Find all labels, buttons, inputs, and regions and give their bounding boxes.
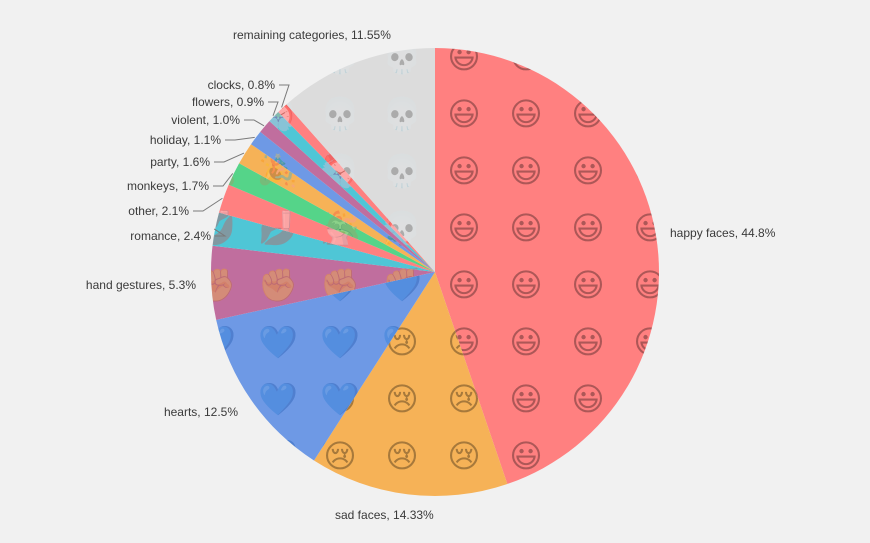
pie-slice-holiday (251, 131, 435, 272)
leader-lines-layer (193, 84, 290, 237)
slice-label-monkeys: monkeys, 1.7% (127, 179, 209, 193)
pie-slice-hearts (216, 272, 435, 461)
slice-label-clocks: clocks, 0.8% (208, 78, 276, 92)
slice-label-other: other, 2.1% (128, 204, 189, 218)
slice-label-hand-gestures: hand gestures, 5.3% (86, 278, 196, 292)
pie-slice-happy-faces (435, 48, 660, 484)
slice-label-remaining-categories: remaining categories, 11.55% (233, 28, 391, 42)
slices-layer (211, 48, 660, 497)
leader-line-violent (244, 119, 265, 127)
pie-slice-clocks (278, 104, 435, 272)
leader-line-party (214, 152, 245, 163)
pie-slice-other (219, 184, 435, 272)
slice-label-hearts: hearts, 12.5% (164, 405, 238, 419)
pie-slice-romance (212, 212, 435, 272)
leader-line-monkeys (213, 173, 234, 187)
pie-slice-remaining-categories (286, 48, 435, 272)
pie-slice-violent (260, 121, 435, 272)
leader-line-other (193, 197, 223, 212)
slice-label-flowers: flowers, 0.9% (192, 95, 264, 109)
leader-line-holiday (225, 136, 255, 141)
slice-label-happy-faces: happy faces, 44.8% (670, 226, 776, 240)
pie-slice-party (239, 144, 435, 272)
slice-label-holiday: holiday, 1.1% (150, 133, 221, 147)
pie-slice-sad-faces (313, 272, 508, 497)
pie-slice-monkeys (228, 163, 435, 272)
labels-layer: happy faces, 44.8% sad faces, 14.33% heart… (86, 28, 776, 522)
slice-label-romance: romance, 2.4% (130, 229, 211, 243)
pie-slice-hand-gestures (211, 245, 435, 320)
slice-label-violent: violent, 1.0% (171, 113, 240, 127)
leader-line-flowers (268, 101, 279, 116)
slice-label-sad-faces: sad faces, 14.33% (335, 508, 434, 522)
leader-line-clocks (279, 84, 290, 108)
pie-slice-flowers (269, 112, 435, 272)
slice-label-party: party, 1.6% (150, 155, 210, 169)
leader-line-romance (213, 228, 227, 237)
